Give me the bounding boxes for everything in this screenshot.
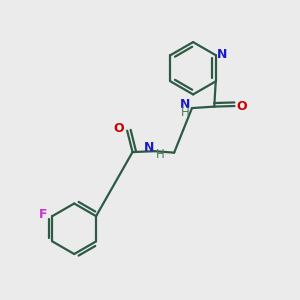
Text: O: O [236, 100, 247, 112]
Text: H: H [156, 148, 164, 161]
Text: N: N [144, 141, 155, 154]
Text: N: N [217, 48, 227, 61]
Text: F: F [39, 208, 48, 221]
Text: O: O [113, 122, 124, 135]
Text: N: N [180, 98, 190, 111]
Text: H: H [181, 106, 190, 119]
